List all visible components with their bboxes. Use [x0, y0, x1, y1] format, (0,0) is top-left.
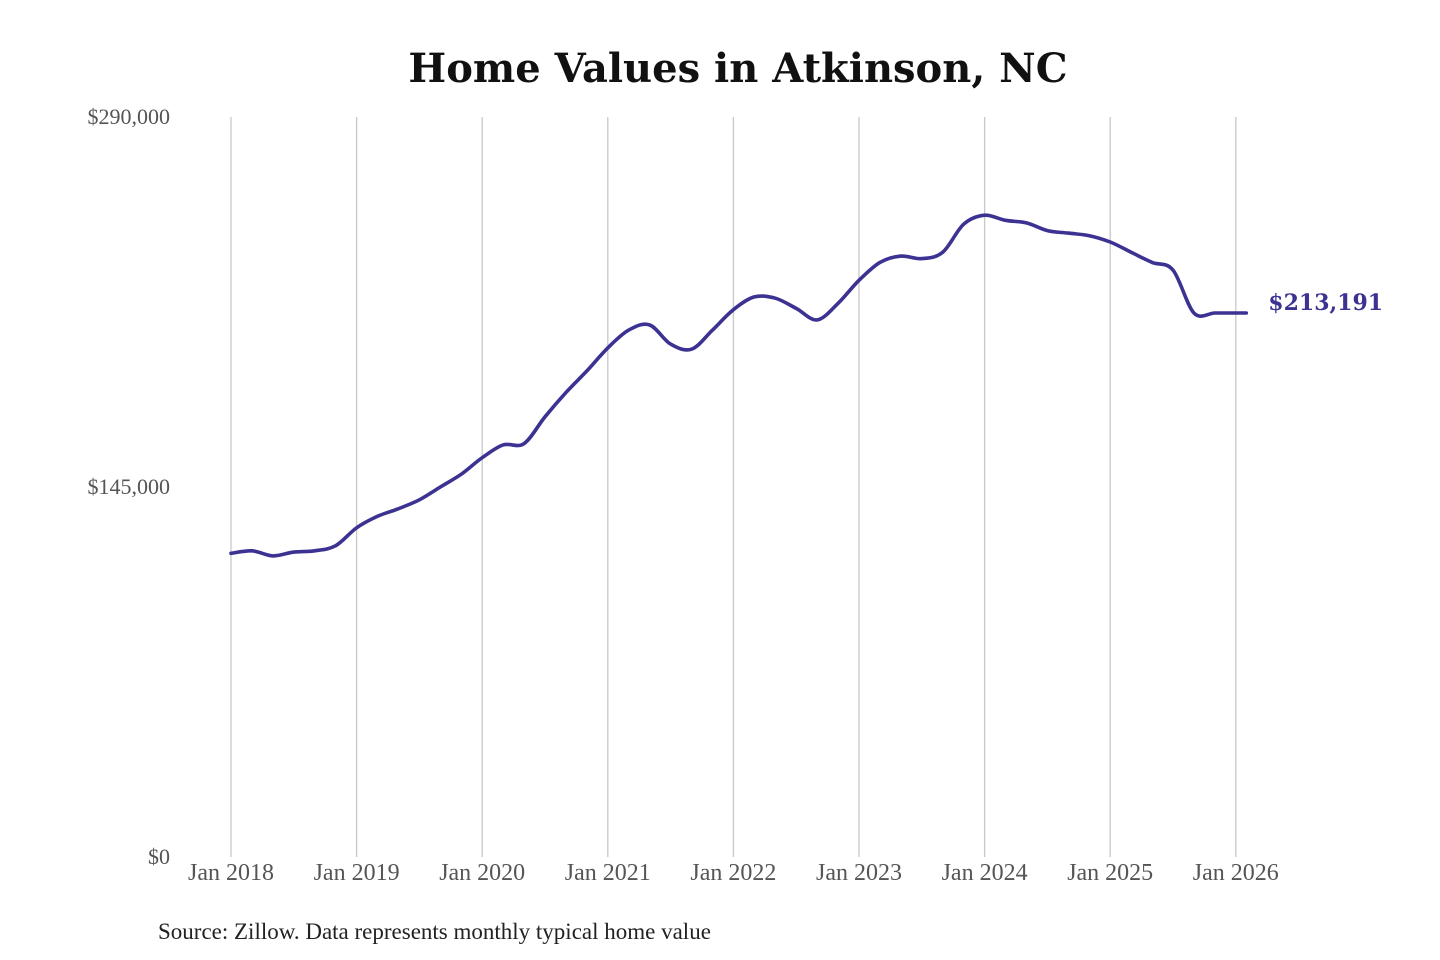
- x-tick-label: Jan 2025: [1067, 860, 1153, 886]
- series-layer: [229, 213, 1249, 558]
- vertical-gridlines: [230, 117, 1237, 857]
- x-tick-label: Jan 2022: [690, 860, 776, 886]
- x-tick-label: Jan 2019: [314, 860, 400, 886]
- x-tick-label: Jan 2021: [565, 860, 651, 886]
- chart-title: Home Values in Atkinson, NC: [408, 45, 1067, 92]
- y-axis-tick-labels: $0 $145,000 $290,000: [88, 104, 171, 869]
- y-tick-label: $0: [148, 844, 170, 869]
- x-tick-label: Jan 2023: [816, 860, 902, 886]
- x-axis-tick-labels: Jan 2018 Jan 2019 Jan 2020 Jan 2021 Jan 2022…: [188, 860, 1279, 886]
- x-tick-label: Jan 2024: [942, 860, 1028, 886]
- last-value-label: $213,191: [1268, 290, 1383, 316]
- y-tick-label: $290,000: [88, 104, 171, 129]
- source-note: Source: Zillow. Data represents monthly …: [158, 919, 711, 944]
- home-value-series-line: [229, 213, 1249, 558]
- x-tick-label: Jan 2020: [439, 860, 525, 886]
- x-tick-label: Jan 2026: [1193, 860, 1279, 886]
- x-tick-label: Jan 2018: [188, 860, 274, 886]
- y-tick-label: $145,000: [88, 474, 171, 499]
